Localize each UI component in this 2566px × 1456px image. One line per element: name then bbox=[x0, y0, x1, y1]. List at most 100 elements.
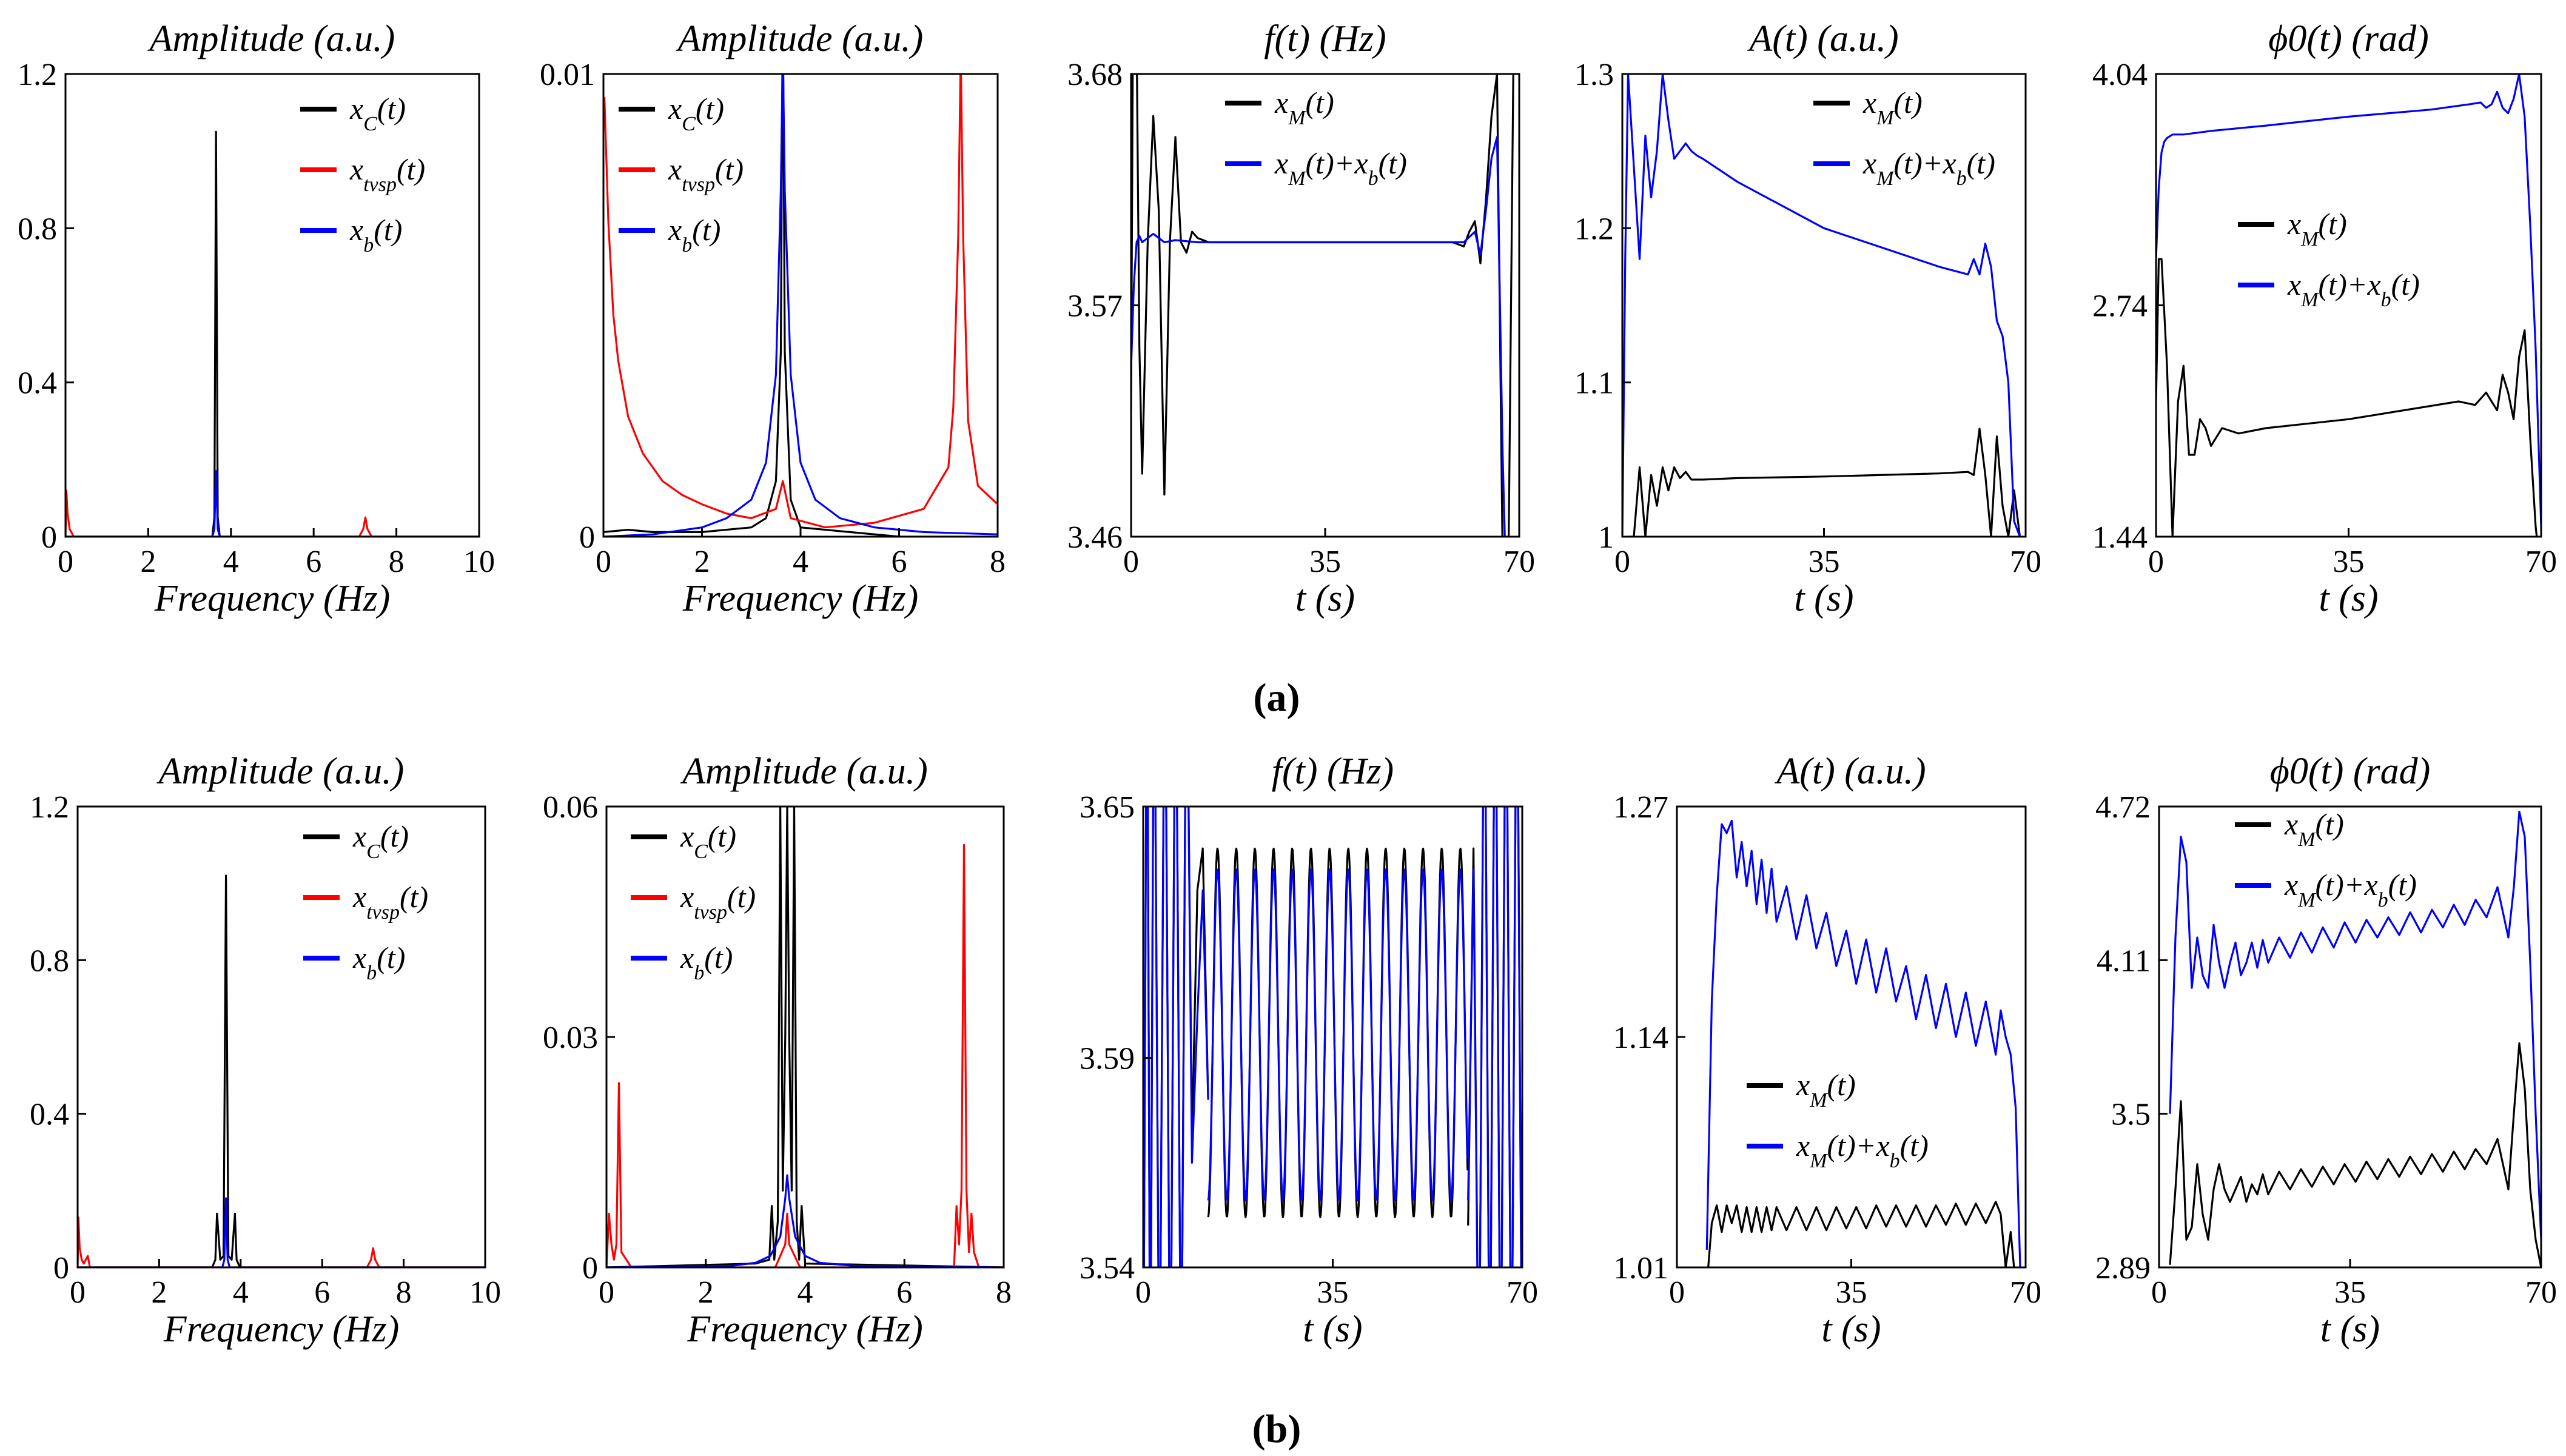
series-line bbox=[2169, 810, 2541, 1240]
x-axis-label: t (s) bbox=[1295, 578, 1355, 619]
axes-frame bbox=[2155, 73, 2542, 538]
chart-a5: ϕ0(t) (rad)0 35 701.442.744.04t (s)xM(t)xM… bbox=[2092, 18, 2557, 619]
legend-label: xC(t) bbox=[352, 819, 409, 863]
y-tick-label: 4.04 bbox=[2092, 58, 2148, 92]
series-line bbox=[65, 470, 479, 537]
figure-label-b: (b) bbox=[1252, 1407, 1301, 1451]
series-line bbox=[2169, 1042, 2541, 1267]
y-tick-label: 3.65 bbox=[1080, 790, 1135, 825]
series-line bbox=[1207, 868, 1469, 1202]
x-tick-label: 2 bbox=[151, 1275, 167, 1310]
legend-label: xM(t)+xb(t) bbox=[1862, 146, 1995, 190]
series-line bbox=[1131, 74, 1514, 537]
x-tick-label: 70 bbox=[2010, 545, 2041, 579]
legend-label: xC(t) bbox=[680, 819, 736, 863]
y-tick-label: 1.44 bbox=[2092, 520, 2148, 555]
legend-label: xM(t)+xb(t) bbox=[2287, 267, 2420, 311]
chart-title: A(t) (a.u.) bbox=[1747, 18, 1898, 59]
axes-frame bbox=[602, 73, 999, 538]
y-tick-label: 0.8 bbox=[30, 944, 69, 978]
x-tick-label: 2 bbox=[694, 545, 710, 579]
chart-title: Amplitude (a.u.) bbox=[156, 751, 405, 792]
legend-label: xtvsp(t) bbox=[349, 152, 425, 196]
y-tick-label: 1.1 bbox=[1574, 366, 1614, 401]
series-group bbox=[65, 130, 479, 537]
series-line bbox=[603, 74, 998, 537]
series-group bbox=[1705, 819, 2021, 1267]
axes-frame bbox=[605, 805, 1005, 1269]
chart-a2: Amplitude (a.u.) 0 2 4 6 8 0 0.01 Frequency (Hz)… bbox=[540, 18, 1006, 619]
series-line bbox=[2156, 74, 2541, 526]
x-tick-label: 4 bbox=[798, 1275, 813, 1310]
x-tick-label: 0 bbox=[1614, 545, 1630, 579]
series-line bbox=[606, 807, 1004, 1267]
y-tick-label: 0.01 bbox=[540, 58, 595, 92]
chart-title: f(t) (Hz) bbox=[1272, 751, 1394, 792]
x-axis-label: Frequency (Hz) bbox=[682, 578, 918, 619]
x-tick-label: 8 bbox=[996, 1275, 1012, 1310]
series-line bbox=[78, 874, 485, 1267]
x-tick-label: 35 bbox=[1317, 1275, 1349, 1310]
x-tick-label: 10 bbox=[469, 1275, 501, 1310]
series-line bbox=[1622, 74, 2021, 537]
x-tick-label: 0 bbox=[599, 1275, 614, 1310]
y-tick-label: 1.01 bbox=[1613, 1251, 1668, 1286]
axes-frame bbox=[64, 73, 480, 538]
x-tick-label: 70 bbox=[2010, 1275, 2041, 1310]
x-tick-label: 70 bbox=[2525, 545, 2557, 579]
x-tick-label: 70 bbox=[1506, 1275, 1538, 1310]
y-tick-label: 3.46 bbox=[1067, 520, 1123, 555]
x-tick-label: 0 bbox=[1135, 1275, 1151, 1310]
y-tick-label: 0.03 bbox=[543, 1021, 598, 1055]
x-axis-label: t (s) bbox=[2320, 1309, 2380, 1350]
x-tick-label: 6 bbox=[892, 545, 907, 579]
legend: xC(t) xtvsp(t) xb(t) bbox=[619, 92, 744, 257]
x-tick-label: 0 bbox=[1123, 545, 1139, 579]
chart-title: Amplitude (a.u.) bbox=[676, 18, 924, 59]
x-tick-label: 0 bbox=[2148, 545, 2164, 579]
x-tick-label: 10 bbox=[463, 545, 495, 579]
series-line bbox=[1705, 819, 2021, 1267]
x-tick-label: 8 bbox=[990, 545, 1006, 579]
legend-label: xtvsp(t) bbox=[680, 880, 756, 924]
legend: xC(t) xtvsp(t) xb(t) bbox=[300, 92, 425, 257]
y-tick-label: 1 bbox=[1598, 520, 1614, 555]
legend-label: xM(t) bbox=[1796, 1068, 1856, 1112]
series-line bbox=[606, 1174, 1004, 1267]
panels-layer: Amplitude (a.u.)0 2 4 6 8 1000.40.81.2Frequen… bbox=[18, 18, 2557, 1350]
legend-label: xb(t) bbox=[680, 941, 733, 984]
legend-label: xM(t) bbox=[1862, 86, 1923, 129]
series-group bbox=[2169, 810, 2541, 1267]
legend-label: xC(t) bbox=[668, 92, 724, 135]
chart-b1: Amplitude (a.u.) 0 2 4 6 8 10 0 0.4 0.8 1.2 Frequen… bbox=[30, 751, 501, 1350]
x-tick-label: 0 bbox=[70, 1275, 86, 1310]
y-tick-label: 4.72 bbox=[2095, 790, 2151, 825]
x-axis-label: t (s) bbox=[1303, 1309, 1362, 1350]
y-tick-label: 2.89 bbox=[2095, 1251, 2151, 1286]
x-tick-label: 0 bbox=[1669, 1275, 1685, 1310]
y-tick-label: 2.74 bbox=[2092, 289, 2148, 324]
y-tick-label: 0 bbox=[582, 1251, 598, 1286]
y-tick-label: 1.2 bbox=[1574, 212, 1614, 246]
x-tick-label: 4 bbox=[793, 545, 808, 579]
series-group bbox=[603, 74, 998, 537]
x-tick-label: 35 bbox=[2334, 1275, 2366, 1310]
series-group bbox=[78, 874, 485, 1267]
x-tick-label: 35 bbox=[2333, 545, 2365, 579]
y-tick-label: 1.3 bbox=[1574, 58, 1614, 92]
x-tick-label: 70 bbox=[2525, 1275, 2557, 1310]
legend-label: xtvsp(t) bbox=[352, 880, 428, 924]
chart-title: A(t) (a.u.) bbox=[1774, 751, 1926, 792]
y-tick-label: 4.11 bbox=[2097, 944, 2151, 978]
series-line bbox=[1627, 428, 2021, 537]
axes-frame bbox=[1621, 73, 2027, 538]
legend-label: xM(t) bbox=[1274, 86, 1334, 129]
legend-label: xM(t) bbox=[2287, 207, 2347, 250]
legend: xM(t) xM(t)+xb(t) bbox=[2235, 807, 2417, 911]
chart-title: ϕ0(t) (rad) bbox=[2268, 18, 2429, 59]
x-axis-label: t (s) bbox=[1794, 578, 1853, 619]
series-line bbox=[65, 489, 479, 537]
y-tick-label: 3.54 bbox=[1080, 1251, 1135, 1286]
y-tick-label: 0.06 bbox=[543, 790, 598, 825]
